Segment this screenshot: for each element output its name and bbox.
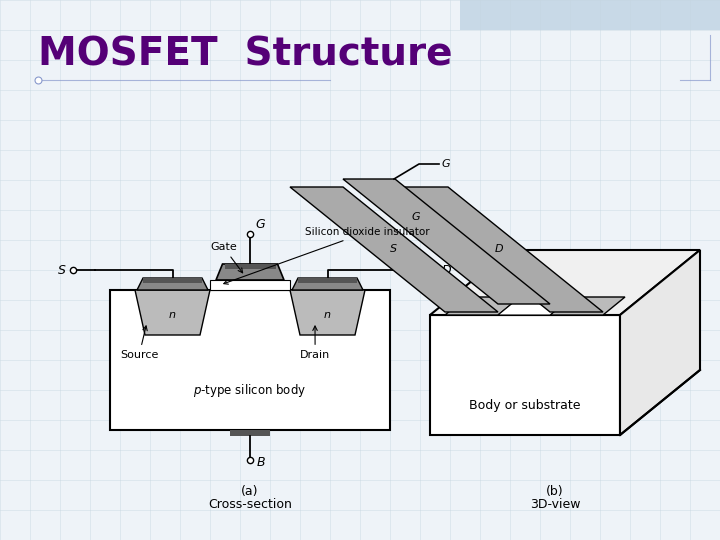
Text: $p$-type silicon body: $p$-type silicon body (194, 382, 307, 399)
Text: n: n (585, 302, 591, 312)
Text: (a): (a) (241, 485, 258, 498)
Polygon shape (290, 187, 498, 312)
Text: n: n (479, 302, 485, 312)
Text: B: B (257, 456, 266, 469)
Text: S: S (390, 245, 397, 254)
Polygon shape (292, 278, 363, 290)
Polygon shape (498, 297, 572, 315)
Text: Cross-section: Cross-section (208, 498, 292, 511)
Polygon shape (620, 250, 700, 435)
Bar (110, 290, 390, 430)
Polygon shape (137, 278, 208, 290)
Bar (460, 0, 720, 30)
Polygon shape (395, 187, 603, 312)
Text: G: G (411, 212, 420, 221)
Bar (298, 278, 357, 283)
Text: Gate: Gate (210, 242, 243, 273)
Polygon shape (430, 250, 700, 315)
Bar (225, 264, 276, 269)
Text: D: D (495, 245, 503, 254)
Polygon shape (216, 264, 284, 280)
Text: Silicon dioxide insulator: Silicon dioxide insulator (224, 227, 430, 284)
Text: D: D (442, 264, 451, 276)
Text: Body or substrate: Body or substrate (469, 399, 581, 411)
Text: G: G (255, 219, 265, 232)
Text: G: G (442, 159, 451, 169)
Text: (b): (b) (546, 485, 564, 498)
Polygon shape (135, 290, 210, 335)
Polygon shape (290, 290, 365, 335)
Polygon shape (445, 297, 520, 315)
Polygon shape (343, 179, 550, 304)
Text: S: S (58, 264, 66, 276)
Text: 3D-view: 3D-view (530, 498, 580, 511)
Text: Drain: Drain (300, 326, 330, 360)
Bar (230, 430, 270, 436)
Polygon shape (550, 297, 625, 315)
Text: n: n (324, 310, 331, 320)
Bar (210, 280, 290, 290)
Bar (143, 278, 202, 283)
Text: MOSFET  Structure: MOSFET Structure (38, 36, 452, 74)
Bar (430, 315, 620, 435)
Text: Source: Source (120, 326, 158, 360)
Text: n: n (169, 310, 176, 320)
